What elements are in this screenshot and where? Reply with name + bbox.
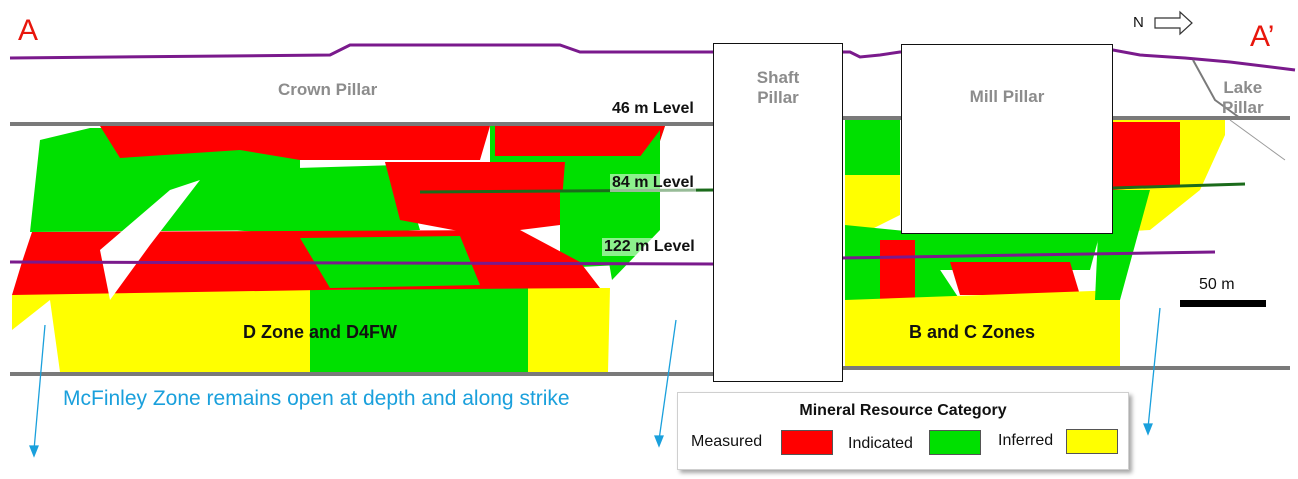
mill-pillar: Mill Pillar <box>901 44 1113 234</box>
left-resource-blocks <box>12 126 665 372</box>
open-at-depth-arrows <box>29 307 1161 458</box>
level-122-drift-right <box>839 250 1216 260</box>
indicated-block-d4fw <box>310 288 528 372</box>
measured-block-right-mid <box>880 240 915 300</box>
indicated-block-mid <box>230 165 420 235</box>
lake-pillar-label-2: Pillar <box>1222 98 1264 117</box>
crown-pillar-label: Crown Pillar <box>278 80 378 99</box>
scale-label: 50 m <box>1199 276 1235 293</box>
void-left-bottom <box>12 300 60 372</box>
void-left <box>100 180 200 300</box>
level-label-122: 122 m Level <box>602 238 697 256</box>
open-at-depth-note: McFinley Zone remains open at depth and … <box>63 387 570 410</box>
zone-label-d: D Zone and D4FW <box>243 322 397 342</box>
surface-line <box>9 43 1296 72</box>
shaft-pillar: Shaft Pillar <box>713 43 843 382</box>
lake-pillar-label-1: Lake <box>1223 78 1263 97</box>
shaft-pillar-label-1: Shaft <box>756 68 800 87</box>
depth-arrow-center <box>658 319 677 441</box>
legend-label-indicated: Indicated <box>848 435 913 452</box>
level-84-drift-right <box>1112 182 1246 190</box>
measured-block-right-lower <box>950 262 1080 295</box>
measured-block-right-top <box>1113 122 1180 190</box>
depth-arrow-center-head <box>654 435 664 448</box>
measured-block-upper-right <box>495 126 665 156</box>
north-label: N <box>1133 14 1144 31</box>
level-label-84: 84 m Level <box>610 174 696 192</box>
shaft-pillar-label-2: Pillar <box>757 88 799 107</box>
lake-slope-line <box>1229 119 1286 161</box>
depth-arrow-left <box>33 324 46 451</box>
legend-title: Mineral Resource Category <box>799 402 1007 419</box>
indicated-block-right-center <box>915 233 1100 270</box>
depth-arrow-right <box>1147 307 1161 429</box>
inferred-block-left <box>12 288 310 372</box>
right-resource-blocks <box>845 120 1225 368</box>
legend-swatch-inferred <box>1066 429 1118 454</box>
lake-pillar-label: Lake Pillar <box>1222 78 1264 118</box>
level-122-drift <box>9 260 716 266</box>
scale-bar <box>1180 300 1266 307</box>
section-label-a: A <box>18 14 39 47</box>
lake-pillar-outline <box>1192 59 1241 119</box>
measured-block-upper-left <box>100 126 490 160</box>
zone-label-bc: B and C Zones <box>909 322 1036 342</box>
depth-arrow-left-head <box>29 445 39 458</box>
depth-arrow-right-head <box>1143 423 1153 436</box>
inferred-block-right-left <box>845 175 900 240</box>
legend-label-measured: Measured <box>691 433 763 450</box>
legend: Mineral Resource Category Measured Indic… <box>677 392 1129 470</box>
level-label-46: 46 m Level <box>610 100 696 118</box>
north-arrow-icon <box>1154 10 1193 36</box>
legend-label-inferred: Inferred <box>998 432 1054 449</box>
legend-swatch-indicated <box>929 430 981 455</box>
section-label-a-prime: A’ <box>1250 20 1275 53</box>
legend-swatch-measured <box>781 430 833 455</box>
inferred-block-center <box>528 288 610 372</box>
inferred-block-right-lower <box>845 290 1120 368</box>
measured-block-mid <box>385 162 565 235</box>
mill-pillar-label: Mill Pillar <box>969 87 1045 106</box>
